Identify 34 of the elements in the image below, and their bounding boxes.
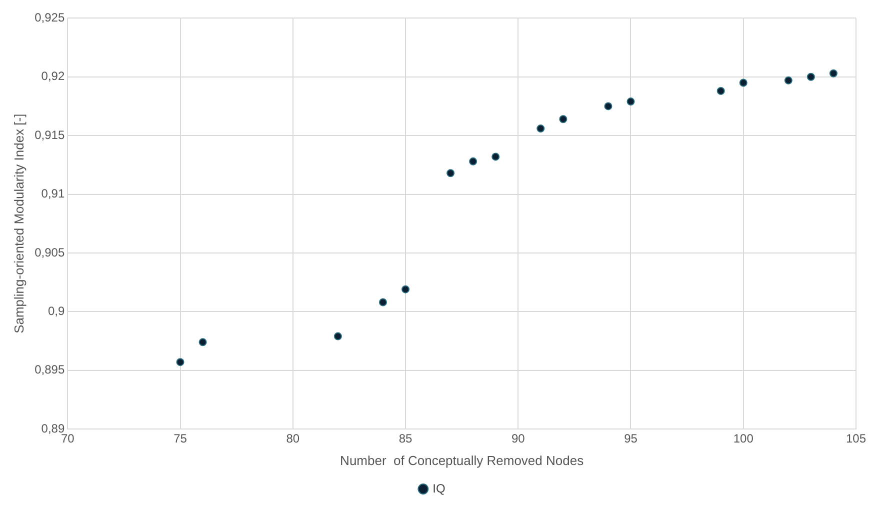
point (492, 152, 500, 161)
point (784, 76, 792, 84)
x-tick-label: 85 (398, 432, 412, 446)
y-tick-label: 0,895 (34, 362, 65, 377)
point (829, 69, 838, 78)
point (469, 157, 478, 166)
x-tick-label: 90 (511, 432, 526, 446)
point (739, 78, 748, 87)
x-tick-label: 100 (733, 432, 754, 446)
point (559, 115, 568, 124)
y-tick-label: 0,9 (48, 304, 65, 318)
point (334, 332, 342, 340)
x-tick-label: 105 (846, 432, 866, 446)
point (176, 358, 184, 366)
y-axis-title: Sampling-oriented Modularity Index [-] (11, 114, 26, 334)
y-tick-label: 0,92 (41, 69, 65, 84)
point (716, 86, 725, 95)
point (604, 102, 612, 110)
point (198, 338, 207, 346)
y-tick-label: 0,91 (41, 186, 65, 201)
x-axis-title: Number of Conceptually Removed Nodes (340, 452, 584, 468)
y-tick-label: 0,925 (34, 10, 65, 25)
point (378, 298, 387, 306)
x-tick-label: 75 (174, 432, 188, 446)
point (536, 124, 545, 133)
point (806, 72, 815, 81)
point (402, 285, 410, 294)
legend-label: IQ (432, 481, 446, 496)
point (446, 169, 455, 178)
point (626, 98, 635, 106)
x-tick-label: 95 (624, 432, 638, 446)
x-tick-label: 80 (286, 432, 300, 446)
y-tick-label: 0,905 (34, 245, 65, 260)
y-tick-label: 0,915 (34, 128, 65, 142)
